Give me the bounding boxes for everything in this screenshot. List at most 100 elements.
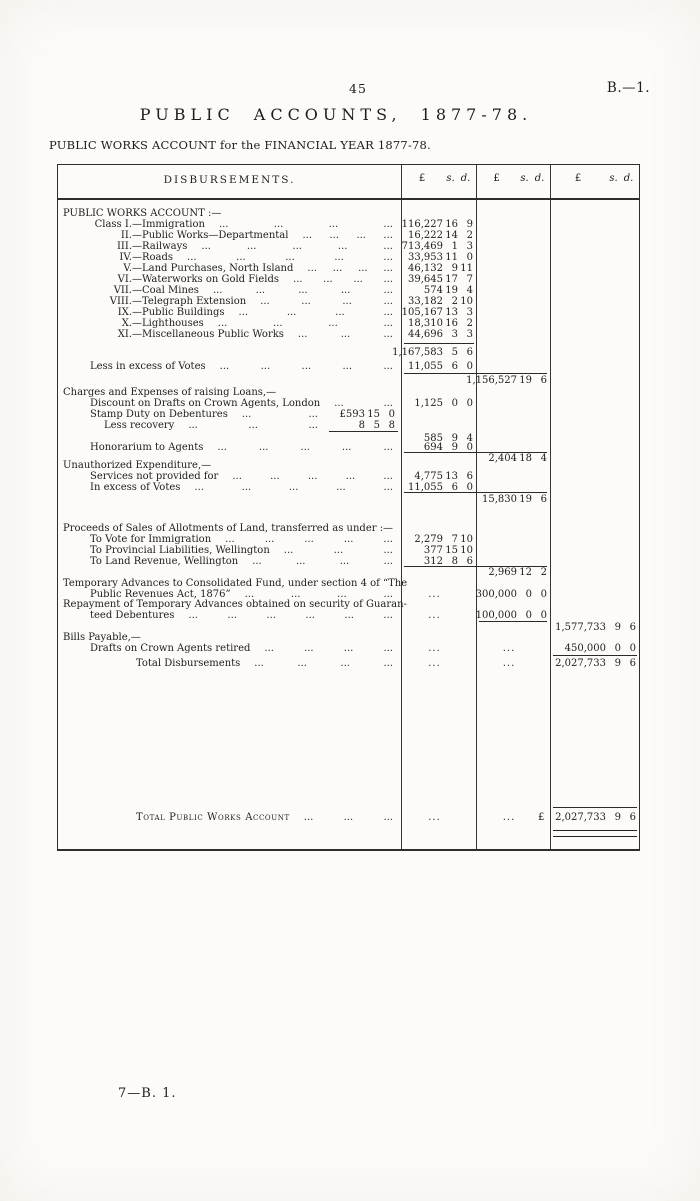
row-description	[58, 375, 401, 386]
amount-pence: 10	[460, 545, 473, 556]
leader-dot-group: ...	[383, 307, 393, 318]
row-description: Total Public Works Account.........	[58, 812, 401, 823]
leader-dot-group: ...	[219, 361, 230, 372]
leader-dot-group: ...	[273, 318, 283, 329]
table-row: Total Disbursements.................. 2,0…	[58, 658, 639, 669]
leader-dot-group: ...	[329, 230, 339, 241]
leader-dot-group: ...	[304, 643, 314, 654]
leader-dot-group: ...	[339, 556, 350, 567]
row-label: Bills Payable,—	[63, 632, 141, 643]
class-numeral: VII.	[113, 285, 132, 296]
currency-header: £ s. d.	[401, 173, 476, 185]
row-description: Temporary Advances to Consolidated Fund,…	[58, 578, 407, 589]
leader-dot-group: ...	[337, 241, 348, 252]
leader-dot-group: ...	[301, 361, 312, 372]
amount-shillings: 7	[451, 534, 458, 545]
class-numeral: IX.	[117, 307, 132, 318]
amount-pence: 6	[466, 347, 473, 358]
leader-dot-group: ...	[286, 307, 297, 318]
row-description: II. —Public Works—Departmental...........…	[58, 230, 401, 241]
leader-dot-group: ...	[383, 482, 393, 493]
amount-shillings: 15	[445, 545, 458, 556]
table-row: Repayment of Temporary Advances obtained…	[58, 599, 639, 610]
table-row: 1,167,583 5 6	[58, 347, 639, 358]
leader-dots: ......	[242, 409, 318, 420]
amount-pence: 11	[460, 263, 473, 274]
leader-dot-group: ...	[232, 471, 242, 482]
leader-dots: ...............	[213, 285, 393, 296]
leader-dot-group: ...	[212, 285, 223, 296]
table-row: 2,404 18 4	[58, 453, 639, 464]
amount-pounds: 2,027,733	[555, 658, 606, 669]
amount-shillings: 6	[451, 361, 458, 372]
leader-dot-group: ...	[308, 420, 318, 431]
leader-dot-group: ...	[343, 534, 354, 545]
leader-dots: ......	[334, 398, 393, 409]
leader-dot-group: ...	[340, 658, 350, 669]
leader-dot-group: ...	[244, 589, 255, 600]
table-row: Drafts on Crown Agents retired..........…	[58, 643, 639, 654]
pound-sign: £	[538, 812, 545, 823]
amount-pence: 2	[466, 318, 473, 329]
leader-dot-group: ...	[323, 274, 333, 285]
leader-dot-group: ...	[300, 442, 310, 453]
row-label: —Immigration	[132, 219, 205, 230]
leader-dot-group: ...	[334, 252, 344, 263]
row-description: Public Revenues Act, 1876”............	[58, 589, 401, 600]
amount-cell-c1: 33,182 2 10	[401, 296, 476, 307]
amount-pounds: 2,969	[488, 567, 517, 578]
row-description: Bills Payable,—	[58, 632, 401, 643]
amount-pence: 0	[466, 252, 473, 263]
leader-dot-group: ...	[188, 610, 198, 621]
doc-reference: B.—1.	[606, 80, 650, 96]
amount-pence: 6	[629, 812, 636, 823]
amount-pounds: 713,469	[401, 241, 443, 252]
table-row: 585 9 4	[58, 433, 639, 444]
ledger-table: DISBURSEMENTS. £ s. d. £ s. d. £ s. d. PUBLIC WOR…	[57, 164, 640, 851]
amount-pounds: 15,830	[482, 494, 517, 505]
row-description: Unauthorized Expenditure,—	[58, 460, 401, 471]
row-label: —Lighthouses	[132, 318, 204, 329]
row-label: PUBLIC WORKS ACCOUNT :—	[63, 208, 222, 219]
amount-shillings: 16	[445, 219, 458, 230]
amount-shillings: 12	[519, 567, 532, 578]
leader-dot-group: ...	[297, 658, 307, 669]
leader-dot-group: ...	[383, 230, 393, 241]
table-row: IV. —Roads............... 33,953 11 0	[58, 252, 639, 263]
amount-shillings: 13	[445, 471, 458, 482]
leader-dot-group: ...	[383, 534, 393, 545]
amount-shillings: 3	[451, 329, 458, 340]
amount-pence: 0	[466, 398, 473, 409]
pounds-symbol: £	[418, 173, 426, 184]
leader-dot-group: ...	[337, 589, 347, 600]
leader-dot-group: ...	[260, 361, 271, 372]
leader-dot-group: ...	[356, 230, 366, 241]
amount-cell-c3: 1,577,733 9 6	[550, 622, 639, 633]
amount-cell-c1: 585 9 4	[401, 433, 476, 444]
amount-cell-c1: 4,775 13 6	[401, 471, 476, 482]
leader-dot-group: ...	[298, 285, 308, 296]
amount-cell-c1: 11,055 6 0	[401, 361, 476, 372]
leader-dot-group: ...	[264, 534, 275, 545]
row-label: Unauthorized Expenditure,—	[63, 460, 212, 471]
leader-dot-group: ...	[187, 252, 197, 263]
leader-dot-group: ...	[342, 361, 353, 372]
amount-pence: 8	[388, 420, 395, 431]
amount-shillings: 9	[614, 622, 621, 633]
leader-dot-group: ...	[307, 471, 318, 482]
amount-pence: 6	[540, 375, 547, 386]
amount-shillings: 19	[519, 375, 532, 386]
amount-cell-c3: 450,000 0 0	[550, 643, 639, 654]
amount-pence: 7	[466, 274, 473, 285]
amount-pence: 9	[466, 219, 473, 230]
amount-cell-c2: ...	[502, 643, 516, 654]
pence-symbol: d.	[623, 173, 634, 184]
leader-dots: ...............	[220, 361, 393, 372]
amount-cell-c1: 694 9 0	[401, 442, 476, 453]
amount-shillings: 5	[373, 420, 380, 431]
leader-dot-group: ...	[383, 361, 393, 372]
leader-dots: ............	[245, 589, 393, 600]
amount-pence: 0	[466, 442, 473, 453]
leader-dot-group: ...	[332, 263, 343, 274]
amount-pence: 2	[466, 230, 473, 241]
